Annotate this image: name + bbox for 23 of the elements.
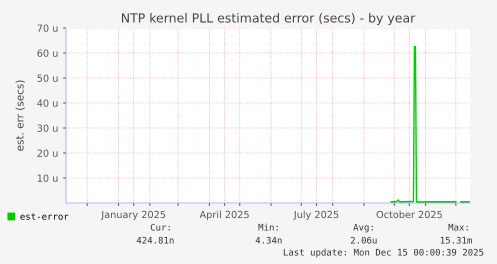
y-tick-label: 60 u [37, 49, 58, 57]
text: 424.81n [136, 236, 174, 244]
text: 4.34n [256, 236, 282, 244]
text: Avg: [353, 224, 373, 232]
x-tick-label: July 2025 [293, 210, 338, 220]
x-tick-label: October 2025 [376, 210, 442, 218]
chart-title: NTP kernel PLL estimated error (secs) - by year [122, 12, 416, 26]
y-tick-label: 20 u [37, 149, 58, 157]
text: Cur: [150, 224, 170, 231]
text: 2.06u [350, 236, 377, 244]
text: Min: [258, 224, 278, 231]
text: Last update: Mon Dec 15 00:00:39 2025 [284, 248, 484, 258]
y-tick-label: 40 u [37, 99, 58, 107]
text: Max: [448, 224, 468, 231]
x-tick-label: January 2025 [100, 210, 166, 220]
y-tick-label: 10 u [38, 174, 58, 182]
text: 15.31m [440, 236, 472, 244]
y-tick-label: 30 u [37, 124, 58, 132]
y-tick-label: 70 u [38, 24, 58, 32]
y-axis-title: est. err (secs) [16, 80, 25, 151]
legend-label: est-error [20, 213, 68, 220]
x-tick-label: April 2025 [200, 210, 249, 220]
y-tick-label: 50 u [37, 74, 58, 82]
